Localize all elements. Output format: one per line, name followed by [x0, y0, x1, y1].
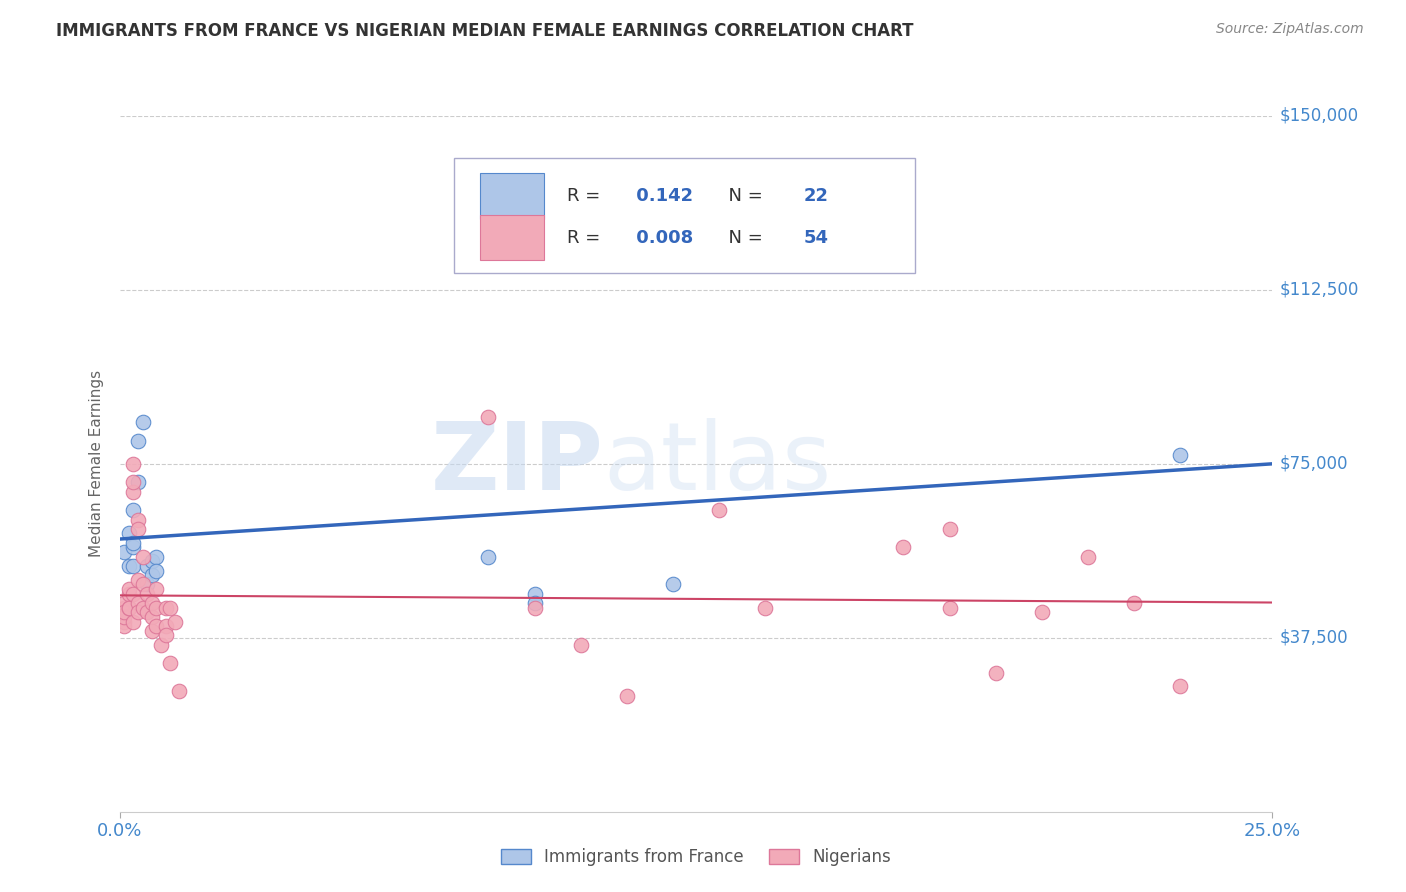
Text: $112,500: $112,500 — [1279, 281, 1358, 299]
Point — [145, 600, 167, 615]
Point — [163, 615, 186, 629]
Point — [131, 415, 153, 429]
Point — [127, 596, 149, 610]
Text: R =: R = — [567, 187, 606, 205]
Point — [112, 615, 135, 629]
FancyBboxPatch shape — [454, 158, 915, 273]
Point — [131, 577, 153, 591]
Point — [145, 564, 167, 578]
Point — [893, 541, 915, 555]
Point — [127, 475, 149, 490]
Point — [127, 434, 149, 448]
Text: $75,000: $75,000 — [1279, 455, 1348, 473]
Point — [112, 619, 135, 633]
Point — [477, 549, 499, 564]
Point — [136, 605, 159, 619]
Point — [523, 596, 546, 610]
Point — [616, 689, 638, 703]
Point — [155, 628, 177, 642]
Point — [145, 619, 167, 633]
Point — [122, 615, 145, 629]
Point — [569, 638, 592, 652]
Legend: Immigrants from France, Nigerians: Immigrants from France, Nigerians — [495, 842, 897, 873]
Point — [938, 600, 960, 615]
Point — [118, 558, 141, 573]
FancyBboxPatch shape — [481, 173, 544, 219]
Point — [122, 587, 145, 601]
Point — [122, 457, 145, 471]
Point — [523, 600, 546, 615]
Text: IMMIGRANTS FROM FRANCE VS NIGERIAN MEDIAN FEMALE EARNINGS CORRELATION CHART: IMMIGRANTS FROM FRANCE VS NIGERIAN MEDIA… — [56, 22, 914, 40]
Point — [141, 624, 163, 638]
Point — [141, 596, 163, 610]
Point — [155, 619, 177, 633]
Point — [118, 587, 141, 601]
Point — [112, 610, 135, 624]
Point — [523, 587, 546, 601]
Point — [1077, 549, 1099, 564]
Point — [938, 522, 960, 536]
Point — [1031, 605, 1053, 619]
Point — [112, 605, 135, 619]
Point — [754, 600, 776, 615]
Point — [122, 475, 145, 490]
Point — [1168, 448, 1191, 462]
Point — [1168, 680, 1191, 694]
Text: $150,000: $150,000 — [1279, 107, 1358, 125]
Point — [169, 684, 191, 698]
Point — [112, 605, 135, 619]
Text: 54: 54 — [803, 228, 828, 247]
Point — [159, 600, 181, 615]
Point — [145, 582, 167, 596]
Text: Source: ZipAtlas.com: Source: ZipAtlas.com — [1216, 22, 1364, 37]
Point — [127, 512, 149, 526]
Point — [141, 610, 163, 624]
Text: ZIP: ZIP — [430, 417, 603, 510]
Point — [136, 587, 159, 601]
Point — [131, 600, 153, 615]
Point — [984, 665, 1007, 680]
Point — [1123, 596, 1146, 610]
Point — [145, 549, 167, 564]
Text: 22: 22 — [803, 187, 828, 205]
Text: R =: R = — [567, 228, 606, 247]
Point — [159, 657, 181, 671]
Point — [112, 596, 135, 610]
Point — [155, 600, 177, 615]
Point — [477, 410, 499, 425]
Text: atlas: atlas — [603, 417, 832, 510]
Point — [127, 605, 149, 619]
Point — [141, 568, 163, 582]
Point — [118, 600, 141, 615]
Point — [569, 248, 592, 262]
Text: 0.008: 0.008 — [630, 228, 693, 247]
Point — [662, 577, 685, 591]
Point — [122, 484, 145, 499]
Point — [118, 582, 141, 596]
Point — [141, 554, 163, 568]
FancyBboxPatch shape — [481, 215, 544, 260]
Point — [127, 573, 149, 587]
Y-axis label: Median Female Earnings: Median Female Earnings — [89, 370, 104, 558]
Point — [150, 638, 173, 652]
Point — [122, 503, 145, 517]
Point — [136, 558, 159, 573]
Point — [122, 541, 145, 555]
Point — [112, 545, 135, 559]
Point — [707, 503, 730, 517]
Point — [112, 600, 135, 615]
Point — [122, 535, 145, 549]
Point — [118, 526, 141, 541]
Text: N =: N = — [717, 187, 768, 205]
Text: N =: N = — [717, 228, 768, 247]
Point — [118, 600, 141, 615]
Point — [122, 558, 145, 573]
Point — [131, 549, 153, 564]
Text: $37,500: $37,500 — [1279, 629, 1348, 647]
Point — [136, 577, 159, 591]
Text: 0.142: 0.142 — [630, 187, 693, 205]
Point — [127, 522, 149, 536]
